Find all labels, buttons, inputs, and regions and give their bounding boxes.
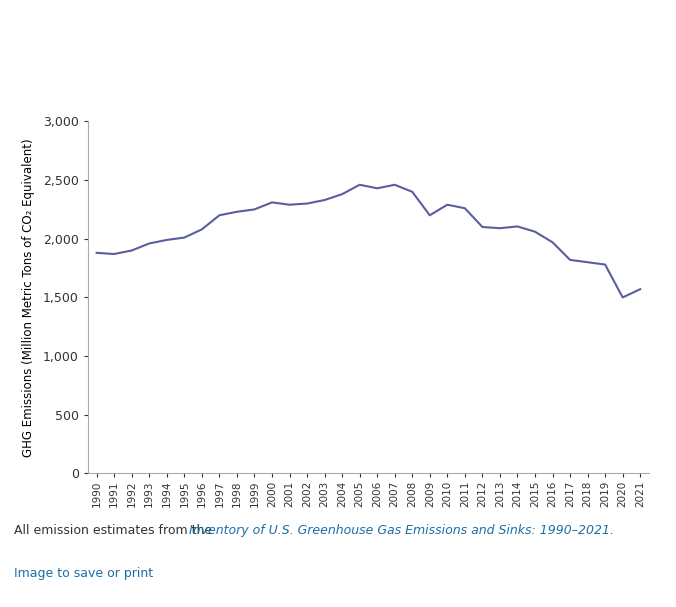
Text: Image to save or print: Image to save or print — [14, 567, 153, 580]
Text: Greenhouse Gas Emissions from Electric Power, 1990–2021: Greenhouse Gas Emissions from Electric P… — [40, 42, 636, 61]
Y-axis label: GHG Emissions (Million Metric Tons of CO₂ Equivalent): GHG Emissions (Million Metric Tons of CO… — [22, 138, 34, 456]
Text: Inventory of U.S. Greenhouse Gas Emissions and Sinks: 1990–2021.: Inventory of U.S. Greenhouse Gas Emissio… — [189, 524, 614, 537]
Text: All emission estimates from the: All emission estimates from the — [14, 524, 216, 537]
